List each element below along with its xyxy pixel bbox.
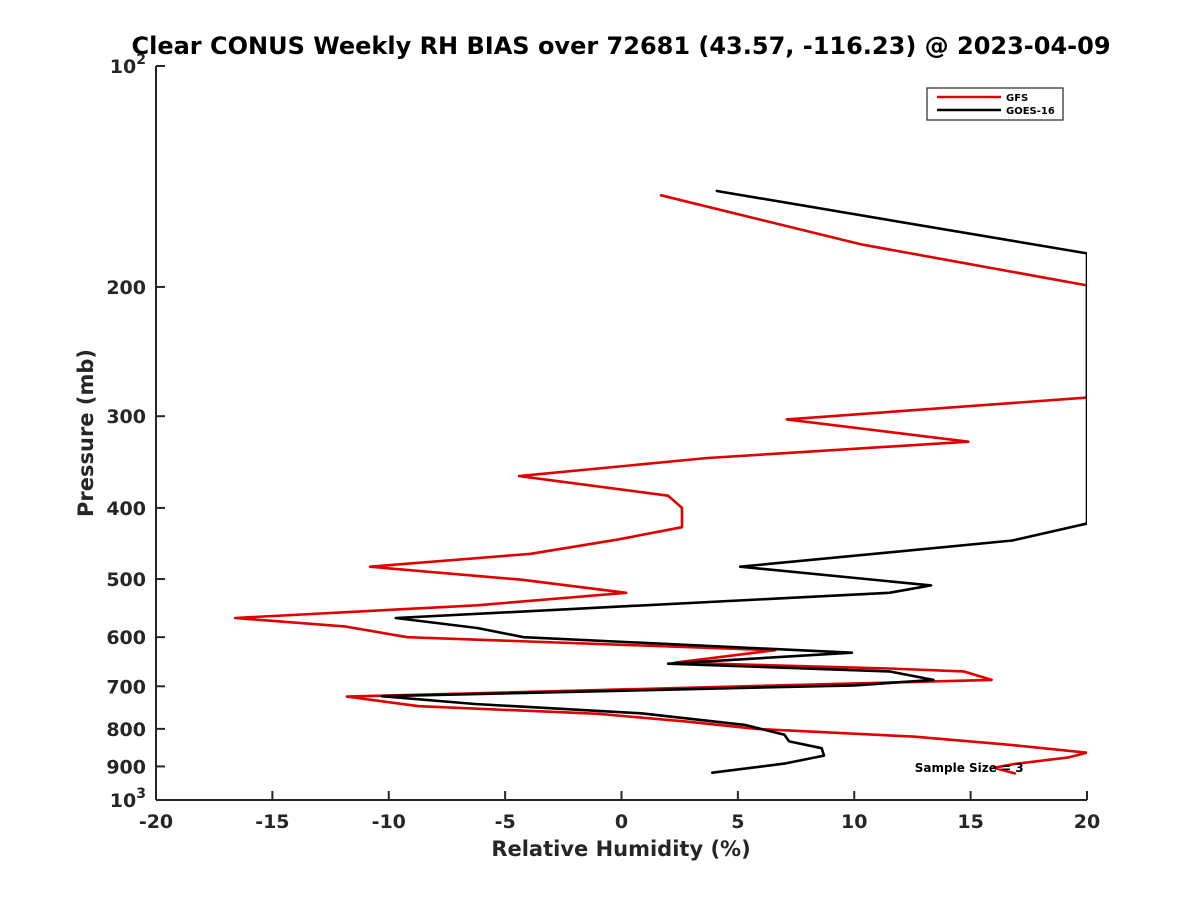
x-tick-label: -10 (372, 811, 406, 833)
y-tick-label: 700 (106, 676, 146, 698)
x-tick-label: -15 (255, 811, 289, 833)
series-layer (233, 189, 1087, 775)
y-tick-label: 500 (106, 569, 146, 591)
y-axis-label: Pressure (mb) (74, 349, 98, 517)
y-tick-label: 600 (106, 627, 146, 649)
y-tick-label: 102 (110, 52, 146, 78)
x-tick-label: 20 (1074, 811, 1100, 833)
x-axis-label: Relative Humidity (%) (491, 837, 750, 861)
legend: GFS GOES-16 (926, 87, 1064, 121)
axes: -20 -15 -10 -5 0 5 10 15 20 102 200 300 400 500 600 700… (106, 52, 1100, 833)
sample-size-annotation: Sample Size = 3 (915, 761, 1024, 775)
y-tick-label: 300 (106, 406, 146, 428)
series-line-gfs (233, 194, 1087, 775)
legend-label-goes16: GOES-16 (1006, 106, 1055, 117)
x-tick-label: 15 (957, 811, 983, 833)
y-tick-label: 800 (106, 719, 146, 741)
y-tick-label: 400 (106, 498, 146, 520)
chart-title: Clear CONUS Weekly RH BIAS over 72681 (4… (131, 32, 1110, 60)
x-tick-label: 0 (615, 811, 628, 833)
x-tick-label: -20 (139, 811, 173, 833)
legend-box (926, 87, 1064, 121)
y-tick-label: 103 (110, 786, 146, 812)
y-tick-label: 200 (106, 277, 146, 299)
legend-label-gfs: GFS (1006, 93, 1028, 104)
x-tick-label: 10 (841, 811, 867, 833)
x-tick-label: -5 (495, 811, 516, 833)
series-line-goes-16 (380, 189, 1087, 775)
y-tick-label: 900 (106, 756, 146, 778)
x-tick-label: 5 (731, 811, 744, 833)
